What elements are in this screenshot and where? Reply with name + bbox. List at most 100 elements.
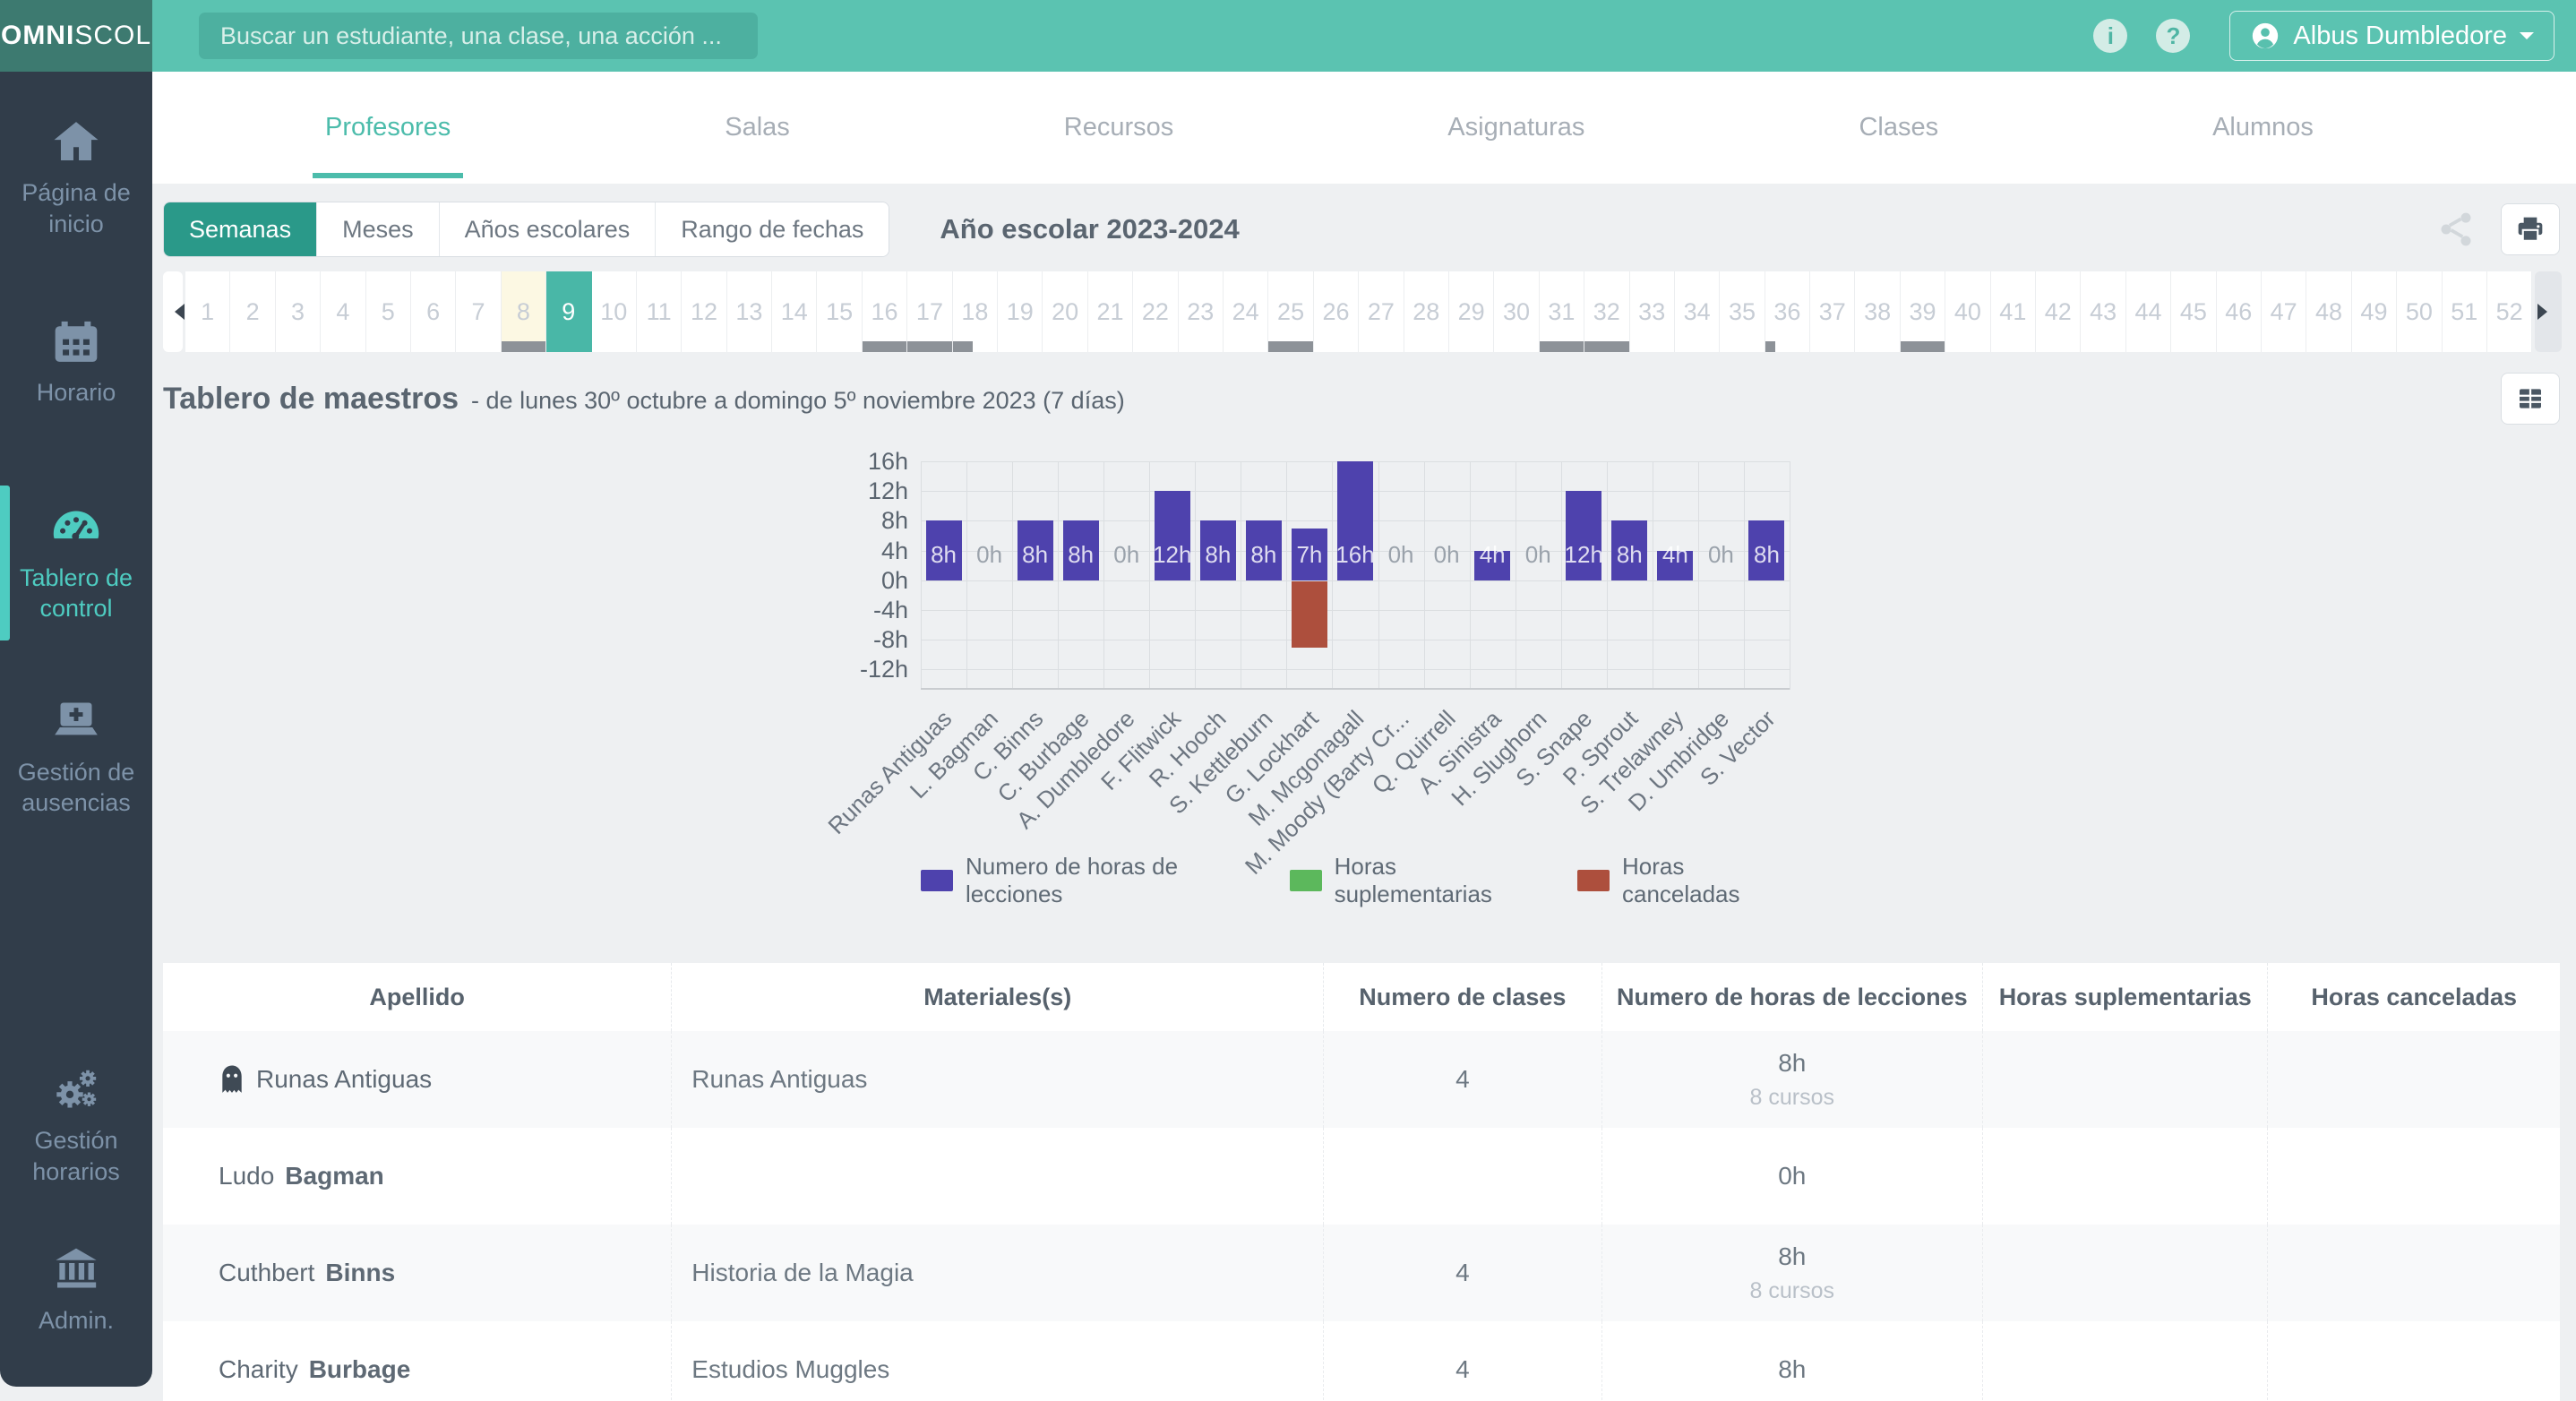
sidebar-item-admin[interactable]: Admin. (0, 1235, 152, 1345)
week-cell[interactable]: 46 (2216, 271, 2262, 352)
week-cell[interactable]: 19 (998, 271, 1043, 352)
table-row[interactable]: Cuthbert Binns Historia de la Magia 4 8h 8 cu… (163, 1225, 2560, 1321)
week-cell[interactable]: 50 (2397, 271, 2443, 352)
week-cell[interactable]: 7 (456, 271, 502, 352)
y-tick-label: 4h (880, 537, 908, 564)
tab-salas[interactable]: Salas (725, 113, 790, 142)
week-cell[interactable]: 9 (546, 271, 592, 352)
tab-recursos[interactable]: Recursos (1063, 113, 1174, 142)
user-menu-button[interactable]: Albus Dumbledore (2229, 11, 2555, 61)
week-cell[interactable]: 49 (2351, 271, 2398, 352)
week-cell[interactable]: 35 (1720, 271, 1765, 352)
table-row[interactable]: Runas Antiguas Runas Antiguas 4 8h 8 cursos (163, 1031, 2560, 1128)
week-strip-next-button[interactable] (2535, 271, 2562, 352)
week-number: 32 (1593, 297, 1620, 325)
week-cell[interactable]: 10 (591, 271, 637, 352)
period-date-range-button[interactable]: Rango de fechas (655, 202, 889, 256)
week-cell[interactable]: 41 (1990, 271, 2037, 352)
v-gridline (1332, 461, 1334, 690)
tab-alumnos[interactable]: Alumnos (2212, 113, 2314, 142)
week-cell[interactable]: 23 (1178, 271, 1224, 352)
week-cell[interactable]: 45 (2171, 271, 2217, 352)
week-cell[interactable]: 29 (1448, 271, 1495, 352)
global-search (199, 13, 758, 59)
week-cell[interactable]: 38 (1855, 271, 1901, 352)
sidebar-item-label: Gestión de ausencias (17, 758, 135, 817)
sidebar-item-label: Tablero de control (19, 563, 133, 623)
sidebar-item-home[interactable]: Página de inicio (0, 107, 152, 248)
tab-clases[interactable]: Clases (1859, 113, 1939, 142)
week-cell[interactable]: 30 (1494, 271, 1540, 352)
week-number: 20 (1052, 297, 1079, 325)
week-cell[interactable]: 32 (1584, 271, 1630, 352)
week-cell[interactable]: 1 (185, 271, 231, 352)
table-row[interactable]: Charity Burbage Estudios Muggles 4 8h (163, 1321, 2560, 1401)
week-cell[interactable]: 40 (1945, 271, 1991, 352)
week-cell[interactable]: 2 (230, 271, 276, 352)
user-avatar-icon (2253, 22, 2279, 49)
info-icon[interactable]: i (2093, 19, 2128, 53)
week-cell[interactable]: 28 (1404, 271, 1449, 352)
week-cell[interactable]: 4 (321, 271, 366, 352)
week-cell[interactable]: 42 (2036, 271, 2082, 352)
table-view-button[interactable] (2501, 373, 2560, 425)
week-number: 1 (201, 297, 215, 325)
week-cell[interactable]: 51 (2442, 271, 2487, 352)
week-cell[interactable]: 37 (1810, 271, 1856, 352)
week-cell[interactable]: 18 (952, 271, 999, 352)
week-cell[interactable]: 16 (862, 271, 908, 352)
week-cell[interactable]: 43 (2081, 271, 2126, 352)
week-cell[interactable]: 36 (1765, 271, 1811, 352)
week-cell[interactable]: 47 (2261, 271, 2307, 352)
tab-profesores[interactable]: Profesores (312, 113, 464, 178)
sidebar-item-schedule[interactable]: Horario (0, 307, 152, 417)
week-cell[interactable]: 31 (1539, 271, 1585, 352)
week-cell[interactable]: 48 (2306, 271, 2352, 352)
sidebar-item-dashboard[interactable]: Tablero de control (0, 485, 152, 640)
week-cell[interactable]: 17 (907, 271, 953, 352)
week-strip-prev-button[interactable] (163, 271, 185, 352)
week-cell[interactable]: 26 (1313, 271, 1360, 352)
week-cell[interactable]: 13 (726, 271, 773, 352)
week-cell[interactable]: 25 (1268, 271, 1314, 352)
materials-cell: Historia de la Magia (671, 1225, 1323, 1321)
week-cell[interactable]: 20 (1043, 271, 1088, 352)
week-cell[interactable]: 5 (365, 271, 411, 352)
table-row[interactable]: Ludo Bagman 0h (163, 1128, 2560, 1225)
share-icon[interactable] (2436, 210, 2476, 249)
tab-asignaturas[interactable]: Asignaturas (1447, 113, 1585, 142)
week-cell[interactable]: 14 (772, 271, 818, 352)
week-cell[interactable]: 6 (410, 271, 457, 352)
sidebar-item-schedule-management[interactable]: Gestión horarios (0, 1055, 152, 1196)
week-cell[interactable]: 22 (1133, 271, 1179, 352)
bar-value-label: 8h (1754, 541, 1780, 568)
legend-swatch (1577, 870, 1610, 891)
week-cell[interactable]: 8 (501, 271, 547, 352)
sidebar-item-label: Gestión horarios (32, 1127, 120, 1185)
week-cell[interactable]: 3 (275, 271, 322, 352)
week-cell[interactable]: 44 (2125, 271, 2172, 352)
period-months-button[interactable]: Meses (316, 202, 439, 256)
search-input[interactable] (199, 13, 758, 59)
period-weeks-button[interactable]: Semanas (164, 202, 317, 256)
week-number: 30 (1503, 297, 1531, 325)
gears-icon (51, 1064, 101, 1114)
week-cell[interactable]: 27 (1359, 271, 1404, 352)
week-cell[interactable]: 34 (1674, 271, 1721, 352)
week-cell[interactable]: 24 (1223, 271, 1269, 352)
week-cell[interactable]: 21 (1087, 271, 1134, 352)
week-marker (862, 341, 907, 352)
week-cell[interactable]: 39 (1900, 271, 1946, 352)
period-school-years-button[interactable]: Años escolares (438, 202, 656, 256)
week-cell[interactable]: 12 (682, 271, 727, 352)
week-cell[interactable]: 11 (636, 271, 683, 352)
sidebar-item-absences[interactable]: Gestión de ausencias (0, 687, 152, 828)
help-icon[interactable]: ? (2156, 19, 2191, 53)
week-number: 38 (1864, 297, 1892, 325)
week-cell[interactable]: 15 (817, 271, 863, 352)
week-cell[interactable]: 33 (1629, 271, 1675, 352)
week-cell[interactable]: 52 (2486, 271, 2533, 352)
print-button[interactable] (2501, 203, 2560, 255)
bar-value-label: 0h (1433, 541, 1460, 568)
